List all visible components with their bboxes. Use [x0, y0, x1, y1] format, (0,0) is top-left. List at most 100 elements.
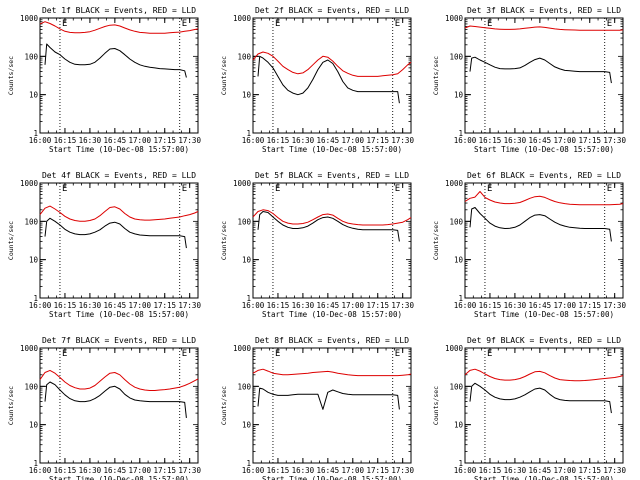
series-line-events — [44, 217, 187, 249]
panel-title: Det 6f BLACK = Events, RED = LLD — [467, 171, 621, 180]
x-tick-label: 16:00 — [242, 136, 265, 145]
x-tick-label: 17:00 — [554, 136, 577, 145]
marker-label: E — [182, 349, 187, 359]
y-axis-label: Counts/sec — [432, 221, 440, 260]
y-tick-label: 1 — [458, 129, 463, 138]
plot-frame — [39, 17, 199, 134]
panel-title: Det 7f BLACK = Events, RED = LLD — [42, 336, 196, 345]
y-tick-label: 1000 — [233, 344, 252, 353]
x-tick-label: 17:00 — [554, 301, 577, 310]
x-axis-label: Start Time (10-Dec-08 15:57:00) — [262, 310, 402, 319]
plot-frame — [464, 17, 624, 134]
series-line-events — [469, 207, 612, 242]
series-line-events — [469, 56, 612, 84]
y-tick-label: 1 — [458, 294, 463, 303]
marker-label: E — [62, 184, 67, 194]
plot-frame — [39, 182, 199, 299]
y-tick-label: 1000 — [445, 14, 464, 23]
x-tick-label: 16:15 — [479, 466, 502, 475]
x-tick-label: 16:45 — [529, 301, 552, 310]
x-tick-label: 16:30 — [292, 136, 315, 145]
x-tick-label: 16:00 — [454, 466, 477, 475]
x-tick-label: 17:00 — [342, 466, 365, 475]
series-line-events — [44, 43, 187, 78]
x-tick-label: 16:30 — [504, 466, 527, 475]
x-axis-label: Start Time (10-Dec-08 15:57:00) — [474, 475, 614, 480]
y-tick-label: 10 — [29, 421, 39, 430]
series-line-lld — [252, 209, 412, 226]
y-axis-label: Counts/sec — [220, 221, 228, 260]
series-line-events — [257, 55, 400, 104]
x-tick-label: 16:00 — [29, 466, 52, 475]
y-tick-label: 1 — [246, 459, 251, 468]
y-tick-label: 100 — [449, 52, 463, 61]
x-axis-label: Start Time (10-Dec-08 15:57:00) — [262, 145, 402, 154]
y-tick-label: 100 — [449, 382, 463, 391]
x-tick-label: 16:00 — [454, 136, 477, 145]
y-tick-label: 1 — [246, 129, 251, 138]
plot-frame — [252, 347, 412, 464]
marker-label: E — [395, 184, 400, 194]
y-tick-label: 100 — [24, 52, 38, 61]
panel-title: Det 5f BLACK = Events, RED = LLD — [255, 171, 409, 180]
y-tick-label: 100 — [237, 217, 251, 226]
panel-det-7: Det 7f BLACK = Events, RED = LLD 1 10 100 10… — [7, 336, 201, 480]
plot-frame — [464, 182, 624, 299]
y-tick-label: 100 — [449, 217, 463, 226]
marker-label: E — [487, 349, 492, 359]
x-tick-label: 16:00 — [29, 136, 52, 145]
y-tick-label: 10 — [29, 256, 39, 265]
y-tick-label: 100 — [24, 382, 38, 391]
x-tick-label: 17:30 — [391, 466, 414, 475]
y-tick-label: 10 — [29, 91, 39, 100]
y-axis-label: Counts/sec — [432, 386, 440, 425]
series-line-lld — [252, 51, 412, 77]
marker-label: E — [62, 349, 67, 359]
x-tick-label: 17:00 — [342, 136, 365, 145]
series-line-events — [257, 211, 400, 242]
marker-label: E — [487, 184, 492, 194]
x-tick-label: 17:15 — [578, 301, 601, 310]
x-tick-label: 16:45 — [317, 301, 340, 310]
panel-det-6: Det 6f BLACK = Events, RED = LLD 1 10 100 10… — [432, 171, 626, 319]
series-line-events — [257, 387, 400, 410]
y-tick-label: 1 — [33, 129, 38, 138]
series-line-lld — [464, 191, 624, 206]
x-tick-label: 17:15 — [366, 301, 389, 310]
y-tick-label: 100 — [237, 382, 251, 391]
x-tick-label: 16:30 — [79, 136, 102, 145]
marker-label: E — [607, 19, 612, 29]
y-tick-label: 1 — [246, 294, 251, 303]
y-tick-label: 1 — [33, 294, 38, 303]
x-tick-label: 16:15 — [54, 136, 77, 145]
x-tick-label: 17:30 — [178, 301, 201, 310]
x-axis-label: Start Time (10-Dec-08 15:57:00) — [474, 310, 614, 319]
panel-det-8: Det 8f BLACK = Events, RED = LLD 1 10 100 10… — [220, 336, 414, 480]
series-line-lld — [39, 369, 199, 391]
x-tick-label: 16:00 — [242, 466, 265, 475]
marker-label: E — [275, 184, 280, 194]
x-tick-label: 16:15 — [479, 301, 502, 310]
x-tick-label: 16:30 — [292, 466, 315, 475]
y-tick-label: 100 — [24, 217, 38, 226]
panel-det-3: Det 3f BLACK = Events, RED = LLD 1 10 100 10… — [432, 6, 626, 154]
x-tick-label: 16:30 — [504, 301, 527, 310]
x-tick-label: 17:00 — [129, 136, 152, 145]
x-tick-label: 16:30 — [504, 136, 527, 145]
x-tick-label: 17:00 — [554, 466, 577, 475]
marker-label: E — [607, 349, 612, 359]
y-tick-label: 10 — [242, 91, 252, 100]
y-tick-label: 10 — [242, 421, 252, 430]
y-tick-label: 10 — [454, 91, 464, 100]
x-tick-label: 17:15 — [366, 466, 389, 475]
x-tick-label: 16:15 — [54, 301, 77, 310]
x-tick-label: 16:45 — [104, 301, 127, 310]
series-line-events — [469, 382, 612, 414]
series-line-lld — [252, 368, 412, 377]
x-tick-label: 16:30 — [79, 466, 102, 475]
series-line-lld — [39, 21, 199, 34]
marker-label: E — [607, 184, 612, 194]
panel-det-4: Det 4f BLACK = Events, RED = LLD 1 10 100 10… — [7, 171, 201, 319]
y-tick-label: 1 — [33, 459, 38, 468]
marker-label: E — [395, 349, 400, 359]
